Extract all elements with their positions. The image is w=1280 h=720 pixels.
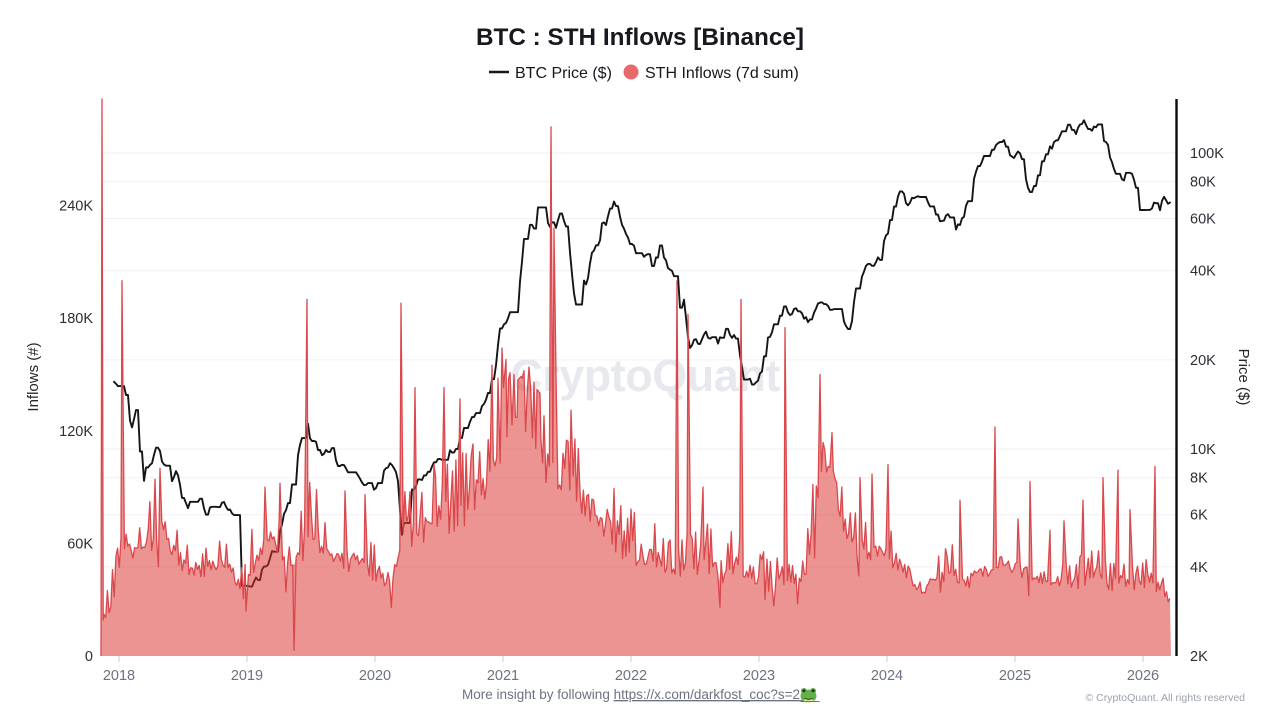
svg-text:More insight by following http: More insight by following https://x.com/… (462, 687, 808, 702)
svg-text:2023: 2023 (743, 668, 775, 684)
svg-text:STH Inflows (7d sum): STH Inflows (7d sum) (645, 65, 799, 82)
svg-text:4K: 4K (1190, 560, 1208, 576)
svg-text:80K: 80K (1190, 175, 1216, 191)
svg-text:BTC Price ($): BTC Price ($) (515, 65, 612, 82)
svg-text:40K: 40K (1190, 264, 1216, 280)
svg-text:240K: 240K (59, 199, 93, 215)
svg-text:Inflows (#): Inflows (#) (25, 342, 42, 411)
svg-text:0: 0 (85, 649, 93, 665)
svg-text:Price ($): Price ($) (1235, 349, 1252, 406)
svg-text:60K: 60K (1190, 212, 1216, 228)
svg-text:© CryptoQuant. All rights rese: © CryptoQuant. All rights reserved (1086, 692, 1246, 704)
svg-text:8K: 8K (1190, 471, 1208, 487)
svg-text:10K: 10K (1190, 442, 1216, 458)
svg-text:20K: 20K (1190, 353, 1216, 369)
svg-text:180K: 180K (59, 311, 93, 327)
svg-text:2026: 2026 (1127, 668, 1159, 684)
svg-text:60K: 60K (67, 536, 93, 552)
svg-text:2024: 2024 (871, 668, 903, 684)
svg-text:6K: 6K (1190, 508, 1208, 524)
svg-text:2018: 2018 (103, 668, 135, 684)
svg-text:2025: 2025 (999, 668, 1031, 684)
svg-text:BTC : STH Inflows [Binance]: BTC : STH Inflows [Binance] (476, 24, 804, 51)
svg-text:100K: 100K (1190, 146, 1224, 162)
svg-text:2022: 2022 (615, 668, 647, 684)
svg-text:2021: 2021 (487, 668, 519, 684)
svg-text:2K: 2K (1190, 649, 1208, 665)
svg-text:120K: 120K (59, 424, 93, 440)
svg-text:2020: 2020 (359, 668, 391, 684)
svg-text:2019: 2019 (231, 668, 263, 684)
